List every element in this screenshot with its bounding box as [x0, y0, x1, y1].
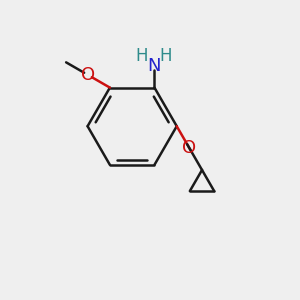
Text: H: H [160, 47, 172, 65]
Text: N: N [148, 57, 161, 75]
Text: H: H [136, 47, 148, 65]
Text: O: O [81, 66, 95, 84]
Text: O: O [182, 139, 197, 157]
